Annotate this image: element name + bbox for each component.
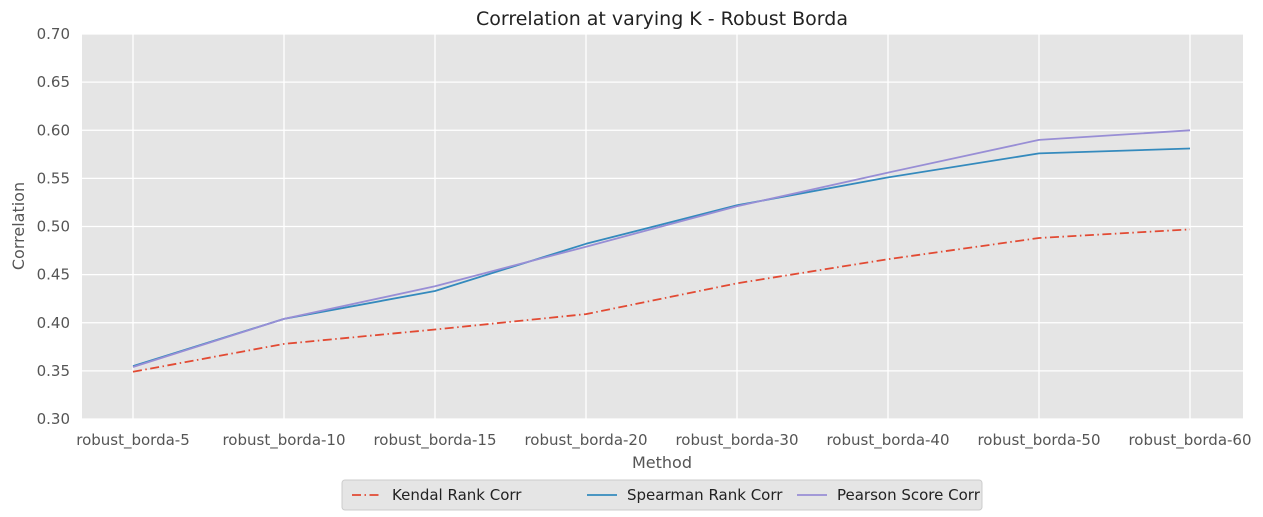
data-point xyxy=(1038,152,1040,154)
y-tick-label: 0.60 xyxy=(37,121,70,139)
data-point xyxy=(585,313,587,315)
x-tick-label: robust_borda-50 xyxy=(977,431,1100,450)
legend-box xyxy=(341,479,983,511)
y-tick-label: 0.65 xyxy=(37,73,70,91)
x-tick-label: robust_borda-60 xyxy=(1128,431,1251,450)
data-point xyxy=(736,282,738,284)
grid xyxy=(82,33,1243,420)
y-axis-title: Correlation xyxy=(9,182,28,270)
legend-label: Pearson Score Corr xyxy=(837,486,981,504)
series-line-3 xyxy=(132,129,1191,368)
legend-label: Spearman Rank Corr xyxy=(627,486,783,504)
y-axis-ticks: 0.30 0.35 0.40 0.45 0.50 0.55 0.60 0.65 0.70 xyxy=(37,25,70,428)
data-point xyxy=(1189,147,1191,149)
data-point xyxy=(1189,129,1191,131)
data-point xyxy=(132,371,134,373)
data-point xyxy=(1038,237,1040,239)
x-tick-label: robust_borda-5 xyxy=(76,431,190,450)
legend-label: Kendal Rank Corr xyxy=(392,486,522,504)
data-point xyxy=(132,366,134,368)
x-tick-label: robust_borda-10 xyxy=(222,431,345,450)
data-point xyxy=(585,243,587,245)
chart-title: Correlation at varying K - Robust Borda xyxy=(476,8,848,30)
x-tick-label: robust_borda-40 xyxy=(826,431,949,450)
legend: Kendal Rank Corr Spearman Rank Corr Pearso… xyxy=(341,479,983,511)
data-point xyxy=(283,343,285,345)
y-tick-label: 0.40 xyxy=(37,314,70,332)
x-axis-title: Method xyxy=(632,453,692,472)
x-tick-label: robust_borda-30 xyxy=(675,431,798,450)
x-tick-label: robust_borda-15 xyxy=(373,431,496,450)
y-tick-label: 0.55 xyxy=(37,169,70,187)
data-point xyxy=(585,246,587,248)
series-lines xyxy=(132,129,1191,373)
x-axis-ticks: robust_borda-5 robust_borda-10 robust_bord… xyxy=(76,431,1251,450)
y-tick-label: 0.35 xyxy=(37,362,70,380)
data-point xyxy=(434,290,436,292)
data-point xyxy=(434,328,436,330)
data-point xyxy=(1189,228,1191,230)
data-point xyxy=(887,258,889,260)
y-tick-label: 0.50 xyxy=(37,218,70,236)
data-point xyxy=(887,171,889,173)
series-line-1 xyxy=(132,228,1191,373)
data-point xyxy=(736,205,738,207)
data-point xyxy=(434,285,436,287)
data-point xyxy=(1038,139,1040,141)
data-point xyxy=(283,318,285,320)
x-tick-label: robust_borda-20 xyxy=(524,431,647,450)
y-tick-label: 0.30 xyxy=(37,410,70,428)
y-tick-label: 0.70 xyxy=(37,25,70,43)
y-tick-label: 0.45 xyxy=(37,266,70,284)
data-point xyxy=(887,176,889,178)
